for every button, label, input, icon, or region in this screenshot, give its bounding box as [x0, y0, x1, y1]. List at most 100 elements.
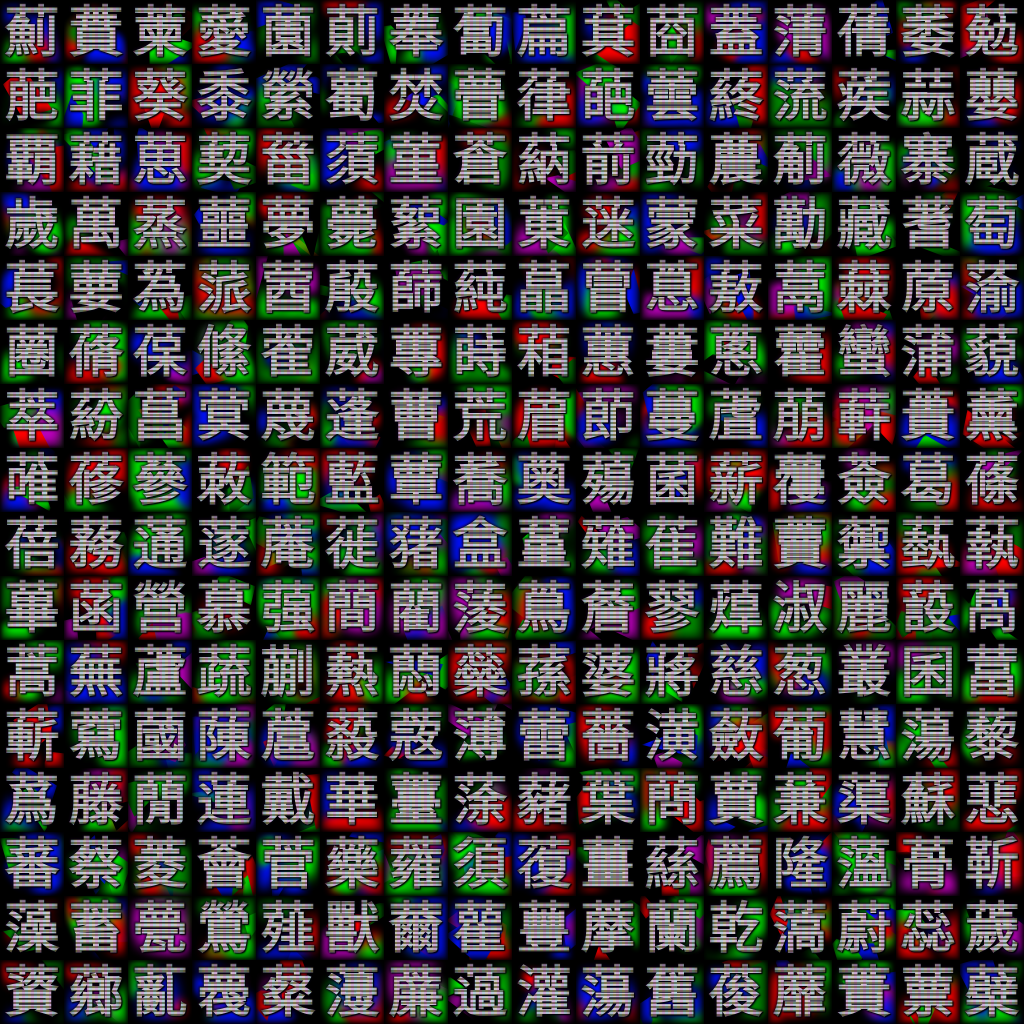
glyph-tile: 焚 [384, 64, 448, 128]
cjk-glyph: 蔖 [708, 384, 764, 448]
cjk-glyph: 蓍 [900, 192, 956, 256]
cjk-glyph: 蔯 [196, 704, 252, 768]
cjk-glyph: 蒨 [836, 0, 892, 64]
cjk-glyph: 蕜 [964, 768, 1020, 832]
glyph-tile: 蓀 [512, 640, 576, 704]
cjk-glyph: 蔦 [516, 576, 572, 640]
cjk-glyph: 蘗 [964, 960, 1020, 1024]
cjk-glyph: 萹 [516, 0, 572, 64]
cjk-glyph: 薇 [836, 128, 892, 192]
cjk-glyph: 蓪 [132, 512, 188, 576]
cjk-glyph: 縈 [260, 64, 316, 128]
cjk-glyph: 蘉 [772, 448, 828, 512]
cjk-glyph: 蘞 [708, 704, 764, 768]
glyph-tile: 蔳 [768, 0, 832, 64]
cjk-glyph: 蓬 [324, 384, 380, 448]
cjk-glyph: 薋 [4, 960, 60, 1024]
cjk-glyph: 蒳 [516, 128, 572, 192]
glyph-tile: 藐 [960, 320, 1024, 384]
glyph-tile: 蒿 [0, 640, 64, 704]
glyph-tile: 菲 [64, 64, 128, 128]
cjk-glyph: 薦 [708, 832, 764, 896]
glyph-tile: 寨 [896, 128, 960, 192]
glyph-tile: 蓒 [832, 384, 896, 448]
glyph-tile: 葎 [512, 64, 576, 128]
glyph-tile: 葱 [768, 640, 832, 704]
cjk-glyph: 萎 [900, 0, 956, 64]
glyph-tile: 葍 [960, 640, 1024, 704]
cjk-glyph: 菱 [132, 832, 188, 896]
cjk-glyph: 蓛 [196, 448, 252, 512]
glyph-tile: 蔪 [0, 704, 64, 768]
cjk-glyph: 叢 [836, 640, 892, 704]
cjk-glyph: 菫 [388, 128, 444, 192]
cjk-glyph: 灌 [516, 960, 572, 1024]
cjk-glyph: 薌 [68, 960, 124, 1024]
cjk-glyph: 蓒 [836, 384, 892, 448]
cjk-glyph: 靳 [964, 832, 1020, 896]
cjk-glyph: 蒜 [900, 64, 956, 128]
cjk-glyph: 蔞 [644, 320, 700, 384]
glyph-tile: 藥 [320, 832, 384, 896]
glyph-tile: 葉 [576, 768, 640, 832]
glyph-tile: 潢 [640, 704, 704, 768]
glyph-tile: 薾 [384, 896, 448, 960]
cjk-glyph: 藺 [388, 576, 444, 640]
glyph-tile: 蕖 [832, 768, 896, 832]
glyph-tile: 蒺 [832, 64, 896, 128]
glyph-tile: 蒾 [576, 192, 640, 256]
glyph-tile: 蓳 [512, 512, 576, 576]
glyph-tile: 薌 [64, 960, 128, 1024]
cjk-glyph: 蕡 [68, 0, 124, 64]
glyph-tile: 藚 [768, 512, 832, 576]
glyph-tile: 薗 [256, 0, 320, 64]
cjk-glyph: 蓇 [900, 832, 956, 896]
cjk-glyph: 蓭 [260, 512, 316, 576]
cjk-glyph: 莭 [580, 384, 636, 448]
glyph-tile: 菌 [640, 448, 704, 512]
cjk-glyph: 藚 [772, 512, 828, 576]
cjk-glyph: 藥 [324, 832, 380, 896]
cjk-glyph: 薄 [452, 704, 508, 768]
cjk-glyph: 萁 [580, 0, 636, 64]
glyph-tile: 蒝 [896, 256, 960, 320]
glyph-tile: 薊 [0, 0, 64, 64]
cjk-glyph: 葡 [772, 704, 828, 768]
glyph-tile: 蕃 [0, 832, 64, 896]
glyph-tile: 薎 [192, 960, 256, 1024]
glyph-tile: 蔡 [64, 832, 128, 896]
cjk-glyph: 蕄 [388, 640, 444, 704]
cjk-glyph: 舊 [644, 960, 700, 1024]
glyph-tile: 蔿 [0, 768, 64, 832]
cjk-glyph: 藿 [772, 320, 828, 384]
cjk-glyph: 薃 [772, 896, 828, 960]
cjk-glyph: 蒶 [68, 384, 124, 448]
cjk-glyph: 薁 [516, 448, 572, 512]
cjk-glyph: 藤 [68, 768, 124, 832]
cjk-glyph: 絛 [196, 320, 252, 384]
cjk-glyph: 須 [452, 832, 508, 896]
glyph-tile: 薄 [448, 704, 512, 768]
glyph-tile: 蓬 [320, 384, 384, 448]
glyph-tile: 勱 [768, 192, 832, 256]
glyph-tile: 蔨 [0, 320, 64, 384]
glyph-tile: 薙 [576, 512, 640, 576]
glyph-tile: 蒶 [64, 384, 128, 448]
glyph-tile: 葜 [192, 128, 256, 192]
cjk-glyph: 蓂 [196, 384, 252, 448]
cjk-glyph: 萵 [964, 576, 1020, 640]
glyph-tile: 蘆 [128, 640, 192, 704]
cjk-glyph: 蒠 [644, 256, 700, 320]
glyph-tile: 藸 [512, 768, 576, 832]
glyph-tile: 慧 [832, 704, 896, 768]
glyph-tile: 蓛 [192, 448, 256, 512]
cjk-glyph: 蒚 [772, 256, 828, 320]
cjk-glyph: 藻 [4, 896, 60, 960]
cjk-glyph: 蒑 [324, 256, 380, 320]
glyph-tile: 蕪 [64, 640, 128, 704]
glyph-tile: 蕊 [896, 896, 960, 960]
glyph-tile: 薉 [960, 896, 1024, 960]
glyph-tile: 蔈 [896, 960, 960, 1024]
glyph-tile: 蕩 [896, 704, 960, 768]
cjk-glyph: 蒲 [900, 320, 956, 384]
